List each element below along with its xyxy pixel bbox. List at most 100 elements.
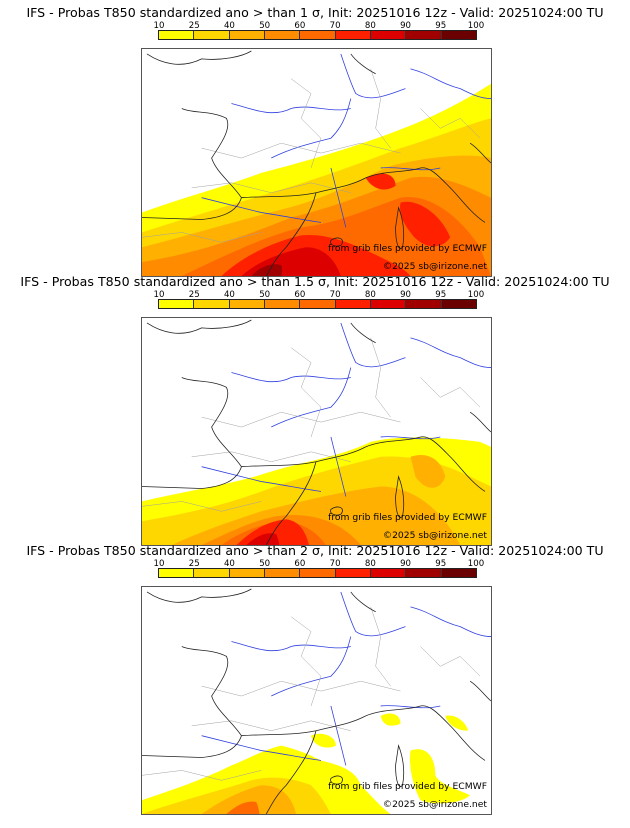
copyright-credit: ©2025 sb@irizone.net (382, 799, 487, 810)
colorbar (158, 30, 477, 40)
colorbar-tick-label: 80 (364, 21, 376, 31)
rivers (201, 322, 491, 497)
colorbar-segment (194, 569, 230, 577)
colorbar-segment (159, 300, 195, 308)
colorbar-segment (335, 31, 371, 39)
borders (142, 68, 481, 243)
prob-40 (201, 785, 297, 814)
colorbar-segment (335, 300, 371, 308)
colorbar-tick-label: 70 (329, 21, 341, 31)
rivers (201, 591, 491, 766)
colorbar-segment (300, 300, 336, 308)
colorbar-tick-label: 60 (294, 559, 306, 569)
colorbar (158, 568, 477, 578)
colorbar-tick-label: 50 (259, 559, 271, 569)
colorbar-tick-label: 80 (364, 290, 376, 300)
colorbar-tick-label: 100 (467, 559, 485, 569)
probability-fill (142, 713, 471, 814)
colorbar-tick-label: 25 (188, 559, 200, 569)
colorbar-segment (300, 569, 336, 577)
colorbar-tick-label: 70 (329, 290, 341, 300)
data-source-credit: from grib files provided by ECMWF (328, 781, 487, 792)
data-source-credit: from grib files provided by ECMWF (328, 243, 487, 254)
colorbar-segment (370, 31, 407, 39)
colorbar-tick-label: 25 (188, 290, 200, 300)
colorbar-segment (406, 569, 442, 577)
probability-map: from grib files provided by ECMWF ©2025 … (141, 317, 492, 546)
prob-60 (226, 801, 260, 814)
colorbar-tick-label: 10 (153, 21, 165, 31)
borders (142, 337, 481, 512)
colorbar-tick-label: 90 (400, 559, 412, 569)
colorbar-tick-label: 100 (467, 290, 485, 300)
colorbar-segment (264, 569, 301, 577)
colorbar-tick-label: 90 (400, 290, 412, 300)
colorbar-segment (264, 300, 301, 308)
colorbar-tick-label: 80 (364, 559, 376, 569)
map-canvas (142, 50, 491, 276)
colorbar-segment (441, 31, 476, 39)
colorbar-tick-label: 95 (435, 559, 447, 569)
colorbar-labels: 10 25 40 50 60 70 80 90 95 100 (140, 559, 490, 569)
colorbar-segment (159, 569, 195, 577)
colorbar-segment (229, 569, 265, 577)
colorbar-segment (229, 300, 265, 308)
probability-map: from grib files provided by ECMWF ©2025 … (141, 48, 492, 277)
colorbar-tick-label: 100 (467, 21, 485, 31)
map-canvas (142, 319, 491, 545)
colorbar-segment (406, 31, 442, 39)
prob-10d (409, 749, 471, 804)
colorbar-labels: 10 25 40 50 60 70 80 90 95 100 (140, 21, 490, 31)
colorbar-segment (335, 569, 371, 577)
colorbar-tick-label: 10 (153, 559, 165, 569)
colorbar-tick-label: 40 (223, 21, 235, 31)
colorbar-segment (194, 31, 230, 39)
data-source-credit: from grib files provided by ECMWF (328, 512, 487, 523)
colorbar-tick-label: 95 (435, 290, 447, 300)
coastlines (142, 319, 491, 545)
copyright-credit: ©2025 sb@irizone.net (382, 530, 487, 541)
colorbar-segment (194, 300, 230, 308)
colorbar-tick-label: 60 (294, 290, 306, 300)
colorbar-segment (370, 300, 407, 308)
panel-title: IFS - Probas T850 standardized ano > tha… (20, 274, 610, 289)
coastlines (142, 588, 491, 814)
prob-70c (365, 173, 396, 190)
coastlines (142, 50, 491, 276)
panel-title: IFS - Probas T850 standardized ano > tha… (26, 543, 604, 558)
panel-1: IFS - Probas T850 standardized ano > tha… (0, 5, 630, 280)
colorbar-tick-label: 50 (259, 21, 271, 31)
colorbar-segment (441, 569, 476, 577)
colorbar-tick-label: 40 (223, 290, 235, 300)
colorbar-labels: 10 25 40 50 60 70 80 90 95 100 (140, 290, 490, 300)
colorbar-tick-label: 95 (435, 21, 447, 31)
colorbar-tick-label: 60 (294, 21, 306, 31)
panel-title: IFS - Probas T850 standardized ano > tha… (26, 5, 604, 20)
colorbar-tick-label: 90 (400, 21, 412, 31)
rivers (201, 53, 491, 228)
colorbar-tick-label: 25 (188, 21, 200, 31)
copyright-credit: ©2025 sb@irizone.net (382, 261, 487, 272)
prob-70 (236, 519, 310, 545)
colorbar-segment (441, 300, 476, 308)
colorbar-tick-label: 40 (223, 559, 235, 569)
prob-10c (380, 713, 401, 726)
panel-3: IFS - Probas T850 standardized ano > tha… (0, 543, 630, 818)
probability-map: from grib files provided by ECMWF ©2025 … (141, 586, 492, 815)
colorbar-tick-label: 50 (259, 290, 271, 300)
colorbar-segment (229, 31, 265, 39)
prob-10b (311, 733, 336, 748)
prob-10e (445, 715, 469, 731)
map-canvas (142, 588, 491, 814)
colorbar-segment (370, 569, 407, 577)
prob-40b (410, 454, 446, 488)
colorbar-segment (264, 31, 301, 39)
colorbar-segment (406, 300, 442, 308)
colorbar-tick-label: 70 (329, 559, 341, 569)
colorbar-segment (159, 31, 195, 39)
panel-2: IFS - Probas T850 standardized ano > tha… (0, 274, 630, 549)
borders (142, 606, 481, 781)
colorbar-tick-label: 10 (153, 290, 165, 300)
prob-90 (251, 264, 283, 276)
colorbar-segment (300, 31, 336, 39)
